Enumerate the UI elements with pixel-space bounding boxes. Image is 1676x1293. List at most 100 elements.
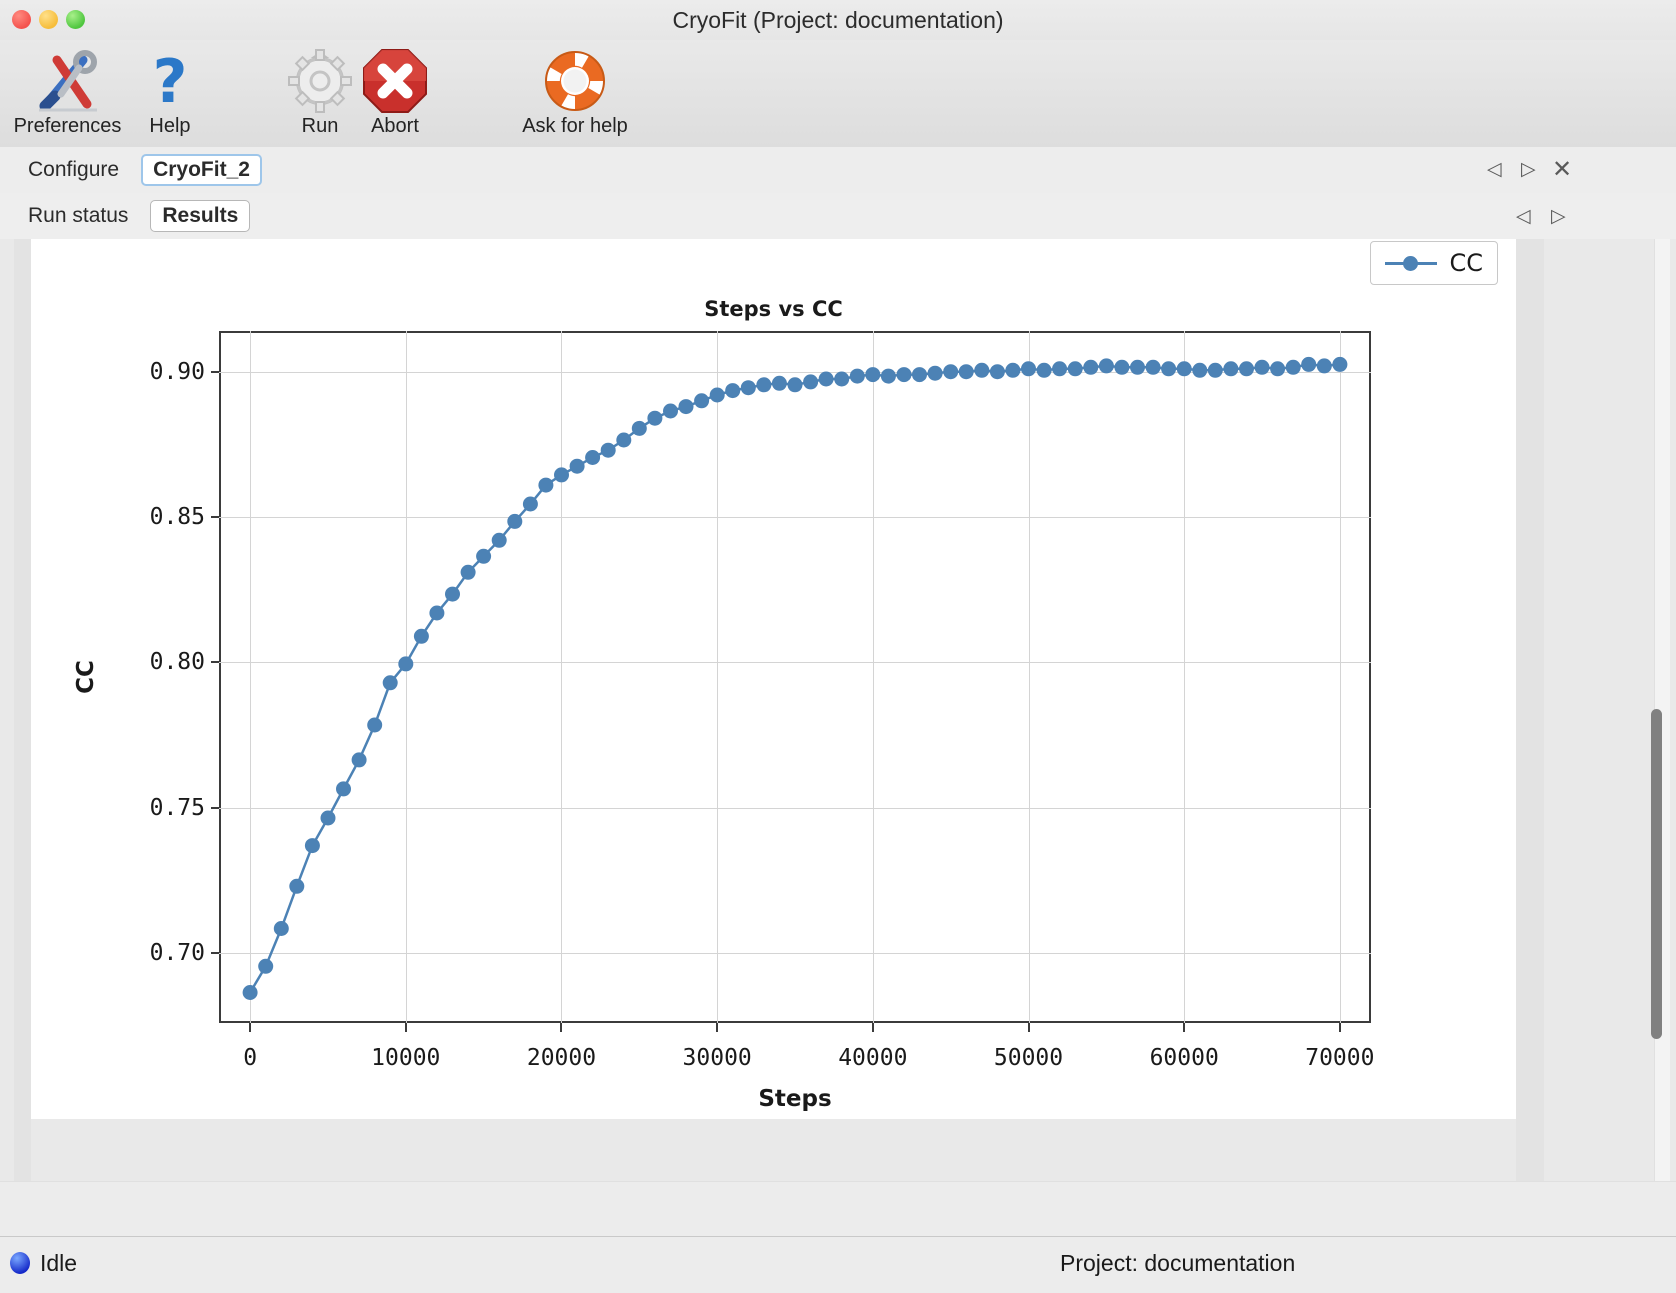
results-content-area: CC Steps vs CC 0.70 0.75 0.80 0.85 0.90 0 1000… xyxy=(0,239,1676,1181)
series-point xyxy=(1114,359,1130,375)
series-point xyxy=(1176,361,1192,377)
series-point xyxy=(1207,362,1223,378)
series-point xyxy=(1145,359,1161,375)
series-point xyxy=(1021,361,1036,377)
tab-results[interactable]: Results xyxy=(150,200,251,232)
series-point xyxy=(849,368,865,384)
tab-cryofit-2[interactable]: CryoFit_2 xyxy=(141,154,262,186)
series-point xyxy=(709,387,725,403)
series-point xyxy=(554,467,569,483)
ask-for-help-button[interactable]: Ask for help xyxy=(500,46,650,138)
y-tick-mark xyxy=(211,516,219,519)
x-tick-label: 0 xyxy=(243,1045,258,1071)
gridline-vertical xyxy=(1028,331,1030,1023)
preferences-label: Preferences xyxy=(13,115,122,137)
series-point xyxy=(1239,361,1254,377)
close-tab-icon[interactable]: ✕ xyxy=(1552,156,1573,183)
series-point xyxy=(1083,359,1099,375)
series-point xyxy=(258,958,274,974)
vertical-scrollbar-track[interactable] xyxy=(1651,239,1670,1181)
close-window-button[interactable] xyxy=(12,10,31,29)
x-tick-label: 70000 xyxy=(1305,1045,1375,1071)
series-point xyxy=(631,420,647,436)
run-button[interactable]: Run xyxy=(270,46,370,138)
series-point xyxy=(818,371,834,387)
x-tick-label: 10000 xyxy=(371,1045,441,1071)
chart-title: Steps vs CC xyxy=(704,297,843,321)
stop-x-icon xyxy=(345,46,445,116)
series-point xyxy=(242,985,258,1000)
series-point xyxy=(585,450,601,465)
next-tab-icon[interactable]: ▷ xyxy=(1521,159,1536,180)
series-line xyxy=(249,363,1341,994)
series-point xyxy=(896,367,912,383)
y-tick-label: 0.80 xyxy=(149,649,205,676)
series-point xyxy=(507,513,523,529)
status-indicator-icon xyxy=(10,1252,30,1274)
status-project-label: Project: documentation xyxy=(1060,1250,1296,1276)
series-point xyxy=(382,675,398,691)
series-point xyxy=(522,496,538,512)
y-tick-label: 0.85 xyxy=(149,504,205,531)
x-tick-mark xyxy=(560,1023,563,1032)
gridline-vertical xyxy=(561,331,563,1023)
series-point xyxy=(445,586,460,602)
series-point xyxy=(943,364,959,380)
help-button[interactable]: ? Help xyxy=(135,46,205,138)
x-axis-title: Steps xyxy=(758,1086,832,1112)
plot-panel: CC Steps vs CC 0.70 0.75 0.80 0.85 0.90 0 1000… xyxy=(31,239,1516,1119)
window-title: CryoFit (Project: documentation) xyxy=(672,6,1004,33)
help-label: Help xyxy=(149,115,191,137)
ask-for-help-label: Ask for help xyxy=(522,115,628,137)
question-icon: ? xyxy=(135,46,205,116)
results-tab-bar: Run status Results ◁ ▷ xyxy=(0,193,1676,240)
prev-tab-icon[interactable]: ◁ xyxy=(1487,159,1502,180)
next-subtab-icon[interactable]: ▷ xyxy=(1551,206,1566,227)
minimize-window-button[interactable] xyxy=(39,10,58,29)
series-point xyxy=(678,399,694,415)
series-point xyxy=(273,921,289,936)
series-point xyxy=(1161,361,1177,377)
series-point xyxy=(1130,359,1145,375)
gridline-horizontal xyxy=(219,371,1371,373)
series-point xyxy=(787,377,803,393)
y-tick-label: 0.90 xyxy=(149,358,205,385)
tools-icon xyxy=(10,46,125,116)
series-point xyxy=(351,752,367,768)
x-tick-mark xyxy=(404,1023,407,1032)
panel-filler xyxy=(0,1181,1676,1237)
left-gutter xyxy=(14,239,31,1181)
series-point xyxy=(1005,362,1021,378)
zoom-window-button[interactable] xyxy=(66,10,85,29)
lifebuoy-icon xyxy=(500,46,650,116)
y-tick-mark xyxy=(211,370,219,373)
series-point xyxy=(336,781,351,797)
series-point xyxy=(725,383,741,399)
preferences-button[interactable]: Preferences xyxy=(10,46,125,138)
series-point xyxy=(989,364,1005,380)
y-axis-title: CC xyxy=(72,660,99,694)
gridline-horizontal xyxy=(219,953,1371,955)
series-point xyxy=(1223,361,1239,377)
tab-configure[interactable]: Configure xyxy=(28,158,120,181)
series-point xyxy=(429,605,445,621)
series-point xyxy=(413,628,429,644)
abort-button[interactable]: Abort xyxy=(345,46,445,138)
series-point xyxy=(1098,358,1114,374)
steps-vs-cc-chart: CC Steps vs CC 0.70 0.75 0.80 0.85 0.90 0 1000… xyxy=(31,239,1516,1119)
chart-legend: CC xyxy=(1370,241,1498,285)
series-point xyxy=(663,403,678,419)
gridline-vertical xyxy=(1339,331,1341,1023)
status-bar: Idle Project: documentation xyxy=(0,1236,1676,1293)
gridline-vertical xyxy=(872,331,874,1023)
gridline-vertical xyxy=(405,331,407,1023)
x-tick-label: 60000 xyxy=(1149,1045,1219,1071)
vertical-scrollbar-thumb[interactable] xyxy=(1651,709,1662,1039)
legend-label-cc: CC xyxy=(1449,249,1483,277)
tab-run-status[interactable]: Run status xyxy=(28,204,129,227)
prev-subtab-icon[interactable]: ◁ xyxy=(1516,206,1531,227)
series-point xyxy=(1052,361,1068,377)
gear-icon xyxy=(270,46,370,116)
x-tick-mark xyxy=(1338,1023,1341,1032)
x-tick-mark xyxy=(716,1023,719,1032)
